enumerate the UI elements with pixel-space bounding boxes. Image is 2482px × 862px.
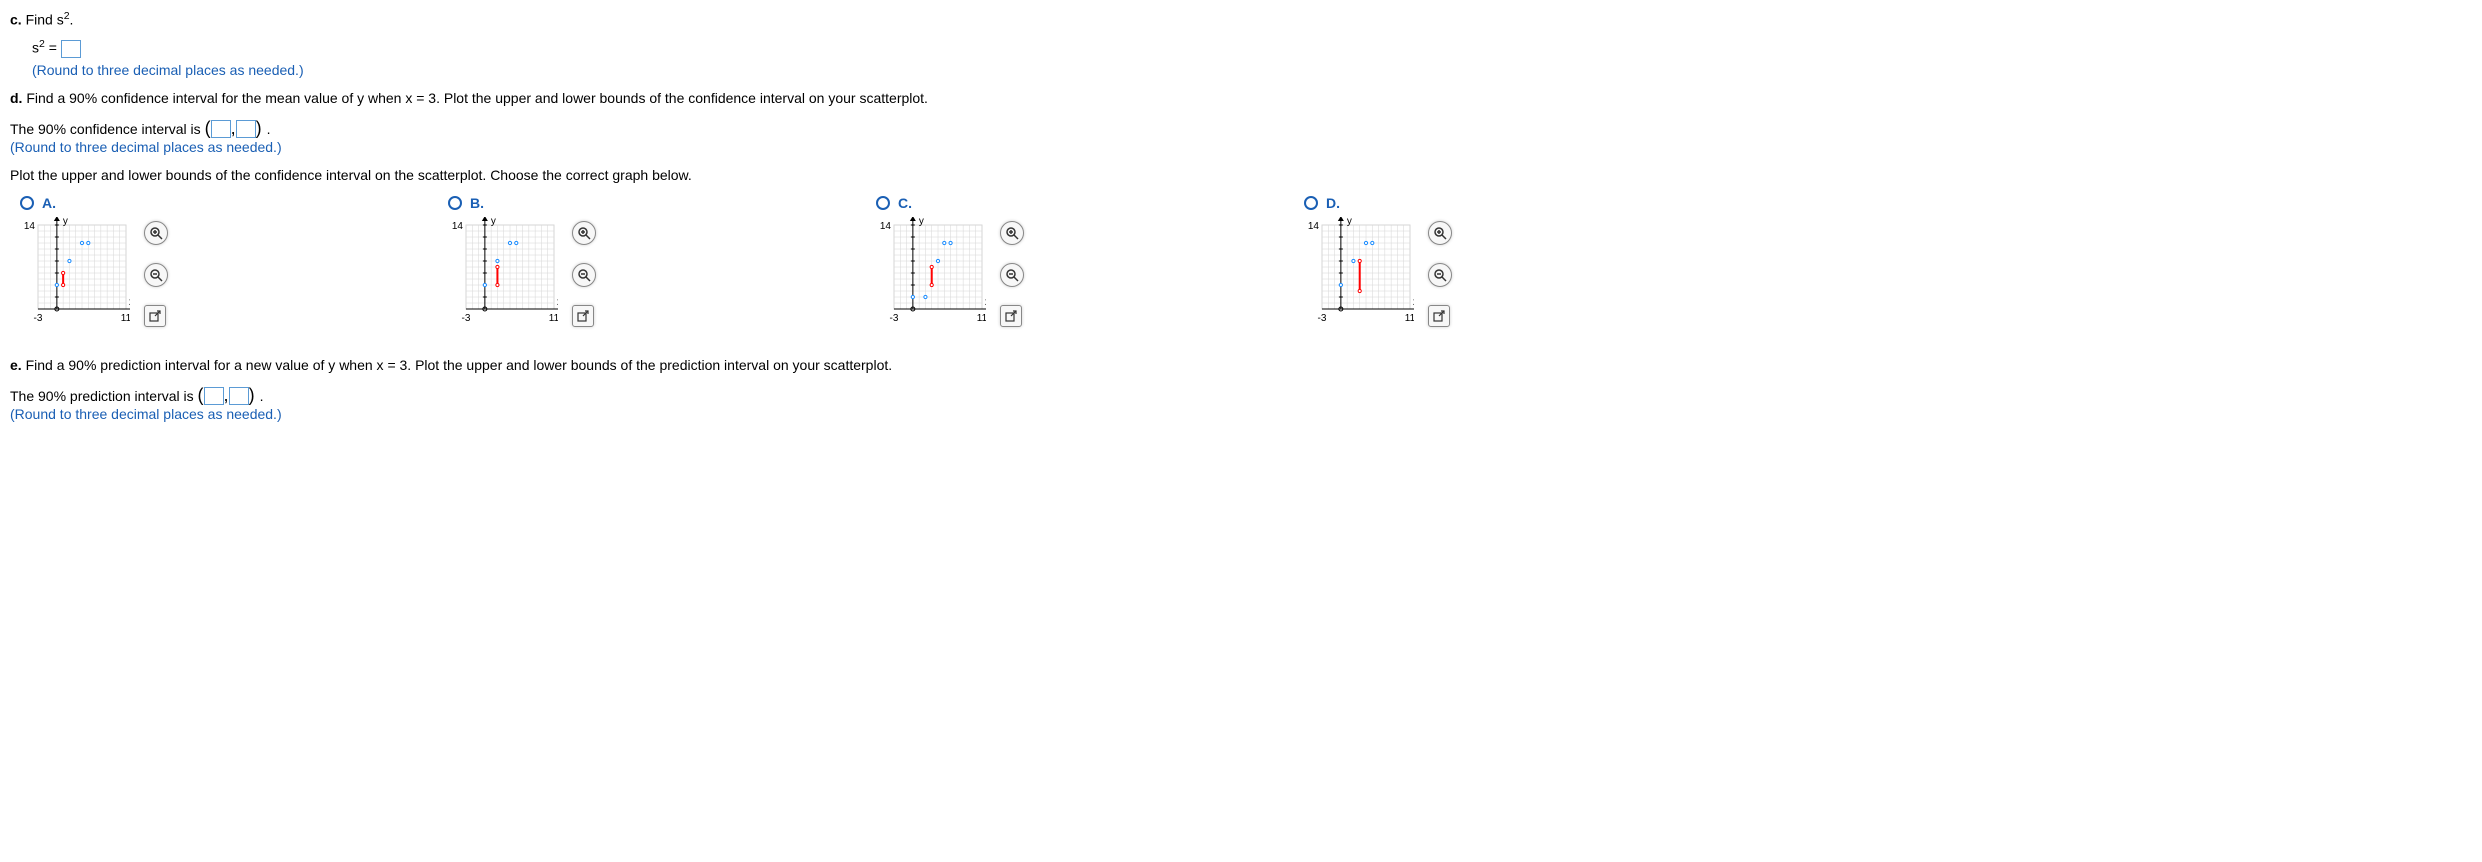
radio-option-b[interactable] bbox=[448, 196, 462, 210]
radio-option-c[interactable] bbox=[876, 196, 890, 210]
svg-text:11: 11 bbox=[121, 313, 130, 324]
option-header[interactable]: C. bbox=[876, 195, 1024, 211]
svg-text:-3: -3 bbox=[1318, 313, 1327, 324]
graph-wrap: y x -3 11 14 bbox=[876, 217, 1024, 339]
popout-icon[interactable] bbox=[1000, 305, 1022, 327]
svg-text:x: x bbox=[557, 297, 558, 308]
part-d: d. Find a 90% confidence interval for th… bbox=[10, 90, 2472, 106]
svg-text:14: 14 bbox=[1308, 221, 1320, 232]
svg-text:14: 14 bbox=[452, 221, 464, 232]
option-header[interactable]: A. bbox=[20, 195, 168, 211]
graph-controls bbox=[144, 221, 168, 327]
part-e-letter: e. bbox=[10, 357, 22, 373]
part-d-letter: d. bbox=[10, 90, 22, 106]
radio-option-a[interactable] bbox=[20, 196, 34, 210]
svg-text:11: 11 bbox=[549, 313, 558, 324]
pi-lower-input[interactable] bbox=[204, 387, 224, 405]
scatterplot-graph: y x -3 11 14 bbox=[20, 217, 130, 339]
part-e: e. Find a 90% prediction interval for a … bbox=[10, 357, 2472, 373]
option-b: B. y x -3 11 14 bbox=[448, 195, 596, 339]
part-c: c. Find s2. s2 = (Round to three decimal… bbox=[10, 10, 2472, 78]
part-c-round-note: (Round to three decimal places as needed… bbox=[32, 62, 2472, 78]
part-c-letter: c. bbox=[10, 12, 22, 28]
graph-wrap: y x -3 11 14 bbox=[1304, 217, 1452, 339]
option-label: D. bbox=[1326, 195, 1340, 211]
option-label: B. bbox=[470, 195, 484, 211]
scatterplot-graph: y x -3 11 14 bbox=[448, 217, 558, 339]
graph-wrap: y x -3 11 14 bbox=[448, 217, 596, 339]
part-e-round-note: (Round to three decimal places as needed… bbox=[10, 406, 2472, 422]
radio-option-d[interactable] bbox=[1304, 196, 1318, 210]
part-c-equation: s2 = bbox=[32, 38, 2472, 58]
option-label: A. bbox=[42, 195, 56, 211]
part-d-plot-instruction: Plot the upper and lower bounds of the c… bbox=[10, 167, 2472, 183]
svg-text:14: 14 bbox=[880, 221, 892, 232]
svg-text:11: 11 bbox=[977, 313, 986, 324]
svg-text:-3: -3 bbox=[462, 313, 471, 324]
part-d-prompt: d. Find a 90% confidence interval for th… bbox=[10, 90, 2472, 106]
option-c: C. y x -3 11 14 bbox=[876, 195, 1024, 339]
part-e-prompt: e. Find a 90% prediction interval for a … bbox=[10, 357, 2472, 373]
scatterplot-graph: y x -3 11 14 bbox=[1304, 217, 1414, 339]
zoom-in-icon[interactable] bbox=[572, 221, 596, 245]
option-header[interactable]: D. bbox=[1304, 195, 1452, 211]
svg-text:x: x bbox=[985, 297, 986, 308]
ci-upper-input[interactable] bbox=[236, 120, 256, 138]
svg-text:14: 14 bbox=[24, 221, 36, 232]
option-a: A. y x -3 11 14 bbox=[20, 195, 168, 339]
zoom-in-icon[interactable] bbox=[1000, 221, 1024, 245]
svg-text:y: y bbox=[1347, 217, 1352, 227]
pi-upper-input[interactable] bbox=[229, 387, 249, 405]
part-c-prompt: c. Find s2. bbox=[10, 10, 2472, 28]
option-header[interactable]: B. bbox=[448, 195, 596, 211]
ci-lower-input[interactable] bbox=[211, 120, 231, 138]
options-row: A. y x -3 11 14 B. y x -3 11 14 C. y x -3 11 14 D. y x -3 11 14 bbox=[20, 195, 2472, 339]
graph-wrap: y x -3 11 14 bbox=[20, 217, 168, 339]
svg-text:-3: -3 bbox=[890, 313, 899, 324]
zoom-in-icon[interactable] bbox=[144, 221, 168, 245]
zoom-out-icon[interactable] bbox=[144, 263, 168, 287]
graph-controls bbox=[1000, 221, 1024, 327]
option-d: D. y x -3 11 14 bbox=[1304, 195, 1452, 339]
part-e-pi: The 90% prediction interval is (,) . (Ro… bbox=[10, 385, 2472, 422]
zoom-out-icon[interactable] bbox=[572, 263, 596, 287]
graph-controls bbox=[572, 221, 596, 327]
part-d-ci: The 90% confidence interval is (,) . (Ro… bbox=[10, 118, 2472, 155]
zoom-out-icon[interactable] bbox=[1428, 263, 1452, 287]
svg-text:y: y bbox=[919, 217, 924, 227]
svg-text:y: y bbox=[491, 217, 496, 227]
zoom-out-icon[interactable] bbox=[1000, 263, 1024, 287]
part-d-round-note: (Round to three decimal places as needed… bbox=[10, 139, 2472, 155]
svg-text:11: 11 bbox=[1405, 313, 1414, 324]
svg-text:-3: -3 bbox=[34, 313, 43, 324]
zoom-in-icon[interactable] bbox=[1428, 221, 1452, 245]
svg-text:x: x bbox=[129, 297, 130, 308]
s-squared-input[interactable] bbox=[61, 40, 81, 58]
popout-icon[interactable] bbox=[1428, 305, 1450, 327]
svg-text:x: x bbox=[1413, 297, 1414, 308]
svg-text:y: y bbox=[63, 217, 68, 227]
popout-icon[interactable] bbox=[144, 305, 166, 327]
popout-icon[interactable] bbox=[572, 305, 594, 327]
graph-controls bbox=[1428, 221, 1452, 327]
scatterplot-graph: y x -3 11 14 bbox=[876, 217, 986, 339]
option-label: C. bbox=[898, 195, 912, 211]
